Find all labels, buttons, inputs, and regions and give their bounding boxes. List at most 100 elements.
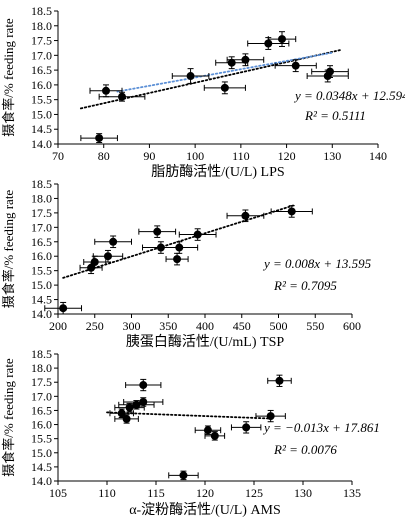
data-point — [139, 381, 148, 390]
data-point — [287, 207, 296, 216]
y-axis-label: 摄食率/% feeding rate — [1, 190, 16, 309]
y-tick-label: 17.0 — [31, 220, 52, 234]
data-point — [139, 397, 148, 406]
data-point — [118, 92, 126, 101]
data-point — [87, 263, 96, 272]
y-tick-label: 17.0 — [31, 48, 52, 62]
x-tick-label: 120 — [196, 486, 214, 500]
regression-equation: y = 0.008x + 13.595 — [262, 256, 372, 271]
data-point — [242, 423, 251, 432]
y-tick-label: 14.5 — [31, 460, 52, 474]
x-tick-label: 135 — [343, 486, 361, 500]
data-point — [132, 400, 141, 409]
data-point — [102, 86, 110, 95]
x-axis-label: 胰蛋白酶活性/(U/mL) TSP — [126, 334, 284, 350]
data-point — [241, 211, 250, 220]
data-point — [264, 39, 273, 48]
y-tick-label: 17.5 — [31, 375, 52, 389]
y-tick-label: 18.5 — [31, 347, 52, 361]
x-tick-label: 120 — [278, 149, 296, 163]
y-tick-label: 18.0 — [31, 19, 52, 33]
x-tick-label: 115 — [147, 486, 165, 500]
data-point — [179, 471, 188, 480]
x-axis-label: α-淀粉酶活性/(U/L) AMS — [129, 502, 281, 518]
chart-panel-2: 14.014.515.015.516.016.517.017.518.018.5… — [1, 177, 372, 350]
data-point — [125, 403, 134, 412]
y-tick-label: 15.0 — [31, 107, 52, 121]
y-tick-label: 18.0 — [31, 191, 52, 205]
x-tick-label: 90 — [143, 149, 155, 163]
y-tick-label: 17.5 — [31, 34, 52, 48]
trendline — [106, 411, 275, 420]
chart-panel-3: 14.014.515.015.516.016.517.017.518.018.5… — [1, 347, 380, 518]
data-point — [186, 72, 195, 81]
x-tick-label: 130 — [323, 149, 341, 163]
data-point — [173, 255, 182, 264]
y-tick-label: 18.5 — [31, 4, 52, 18]
y-tick-label: 14.0 — [31, 474, 52, 488]
data-point — [227, 58, 236, 67]
y-tick-label: 14.0 — [31, 307, 52, 321]
x-tick-label: 125 — [245, 486, 263, 500]
x-tick-label: 350 — [159, 319, 177, 333]
data-point — [220, 83, 229, 92]
y-tick-label: 18.5 — [31, 177, 52, 191]
x-tick-label: 450 — [233, 319, 251, 333]
y-tick-label: 15.5 — [31, 93, 52, 107]
data-point — [266, 412, 275, 421]
y-tick-label: 16.0 — [31, 78, 52, 92]
data-point — [278, 35, 286, 44]
data-point — [193, 230, 202, 239]
y-axis-label: 摄食率/% feeding rate — [1, 358, 16, 477]
data-point — [90, 258, 99, 266]
regression-equation: y = 0.0348x + 12.594 — [293, 88, 405, 103]
x-tick-label: 110 — [232, 149, 250, 163]
data-point — [122, 414, 131, 423]
data-point — [59, 304, 68, 313]
y-axis-label: 摄食率/% feeding rate — [1, 18, 16, 137]
y-tick-label: 14.5 — [31, 122, 52, 136]
data-point — [95, 134, 104, 143]
r-squared-label: R² = 0.0076 — [273, 442, 337, 457]
data-point — [210, 431, 219, 440]
x-tick-label: 140 — [369, 149, 387, 163]
y-tick-label: 15.0 — [31, 278, 52, 292]
x-tick-label: 130 — [294, 486, 312, 500]
x-tick-label: 80 — [98, 149, 110, 163]
y-tick-label: 15.5 — [31, 432, 52, 446]
r-squared-label: R² = 0.7095 — [273, 278, 337, 293]
regression-equation: y = −0.013x + 17.861 — [262, 420, 380, 435]
x-tick-label: 300 — [123, 319, 141, 333]
y-tick-label: 14.5 — [31, 293, 52, 307]
y-tick-label: 16.5 — [31, 403, 52, 417]
y-tick-label: 17.0 — [31, 389, 52, 403]
data-point — [203, 426, 212, 435]
x-tick-label: 250 — [86, 319, 104, 333]
x-tick-label: 500 — [270, 319, 288, 333]
y-tick-label: 14.0 — [31, 137, 52, 151]
x-tick-label: 550 — [306, 319, 324, 333]
x-tick-label: 100 — [186, 149, 204, 163]
data-point — [326, 67, 334, 76]
x-tick-label: 400 — [196, 319, 214, 333]
data-point — [291, 61, 300, 70]
y-tick-label: 18.0 — [31, 361, 52, 375]
y-tick-label: 15.5 — [31, 264, 52, 278]
x-axis-label: 脂肪酶活性/(U/L) LPS — [151, 164, 284, 180]
y-tick-label: 16.0 — [31, 249, 52, 263]
x-tick-label: 105 — [49, 486, 67, 500]
x-tick-label: 110 — [98, 486, 116, 500]
data-point — [175, 243, 184, 252]
data-point — [153, 227, 162, 236]
trendline-blue — [116, 51, 334, 93]
y-tick-label: 16.5 — [31, 63, 52, 77]
data-point — [109, 237, 118, 246]
y-tick-label: 16.0 — [31, 418, 52, 432]
data-point — [275, 376, 284, 385]
data-point — [241, 55, 250, 64]
x-tick-label: 200 — [49, 319, 67, 333]
y-tick-label: 16.5 — [31, 235, 52, 249]
data-point — [103, 252, 112, 261]
x-tick-label: 70 — [52, 149, 64, 163]
